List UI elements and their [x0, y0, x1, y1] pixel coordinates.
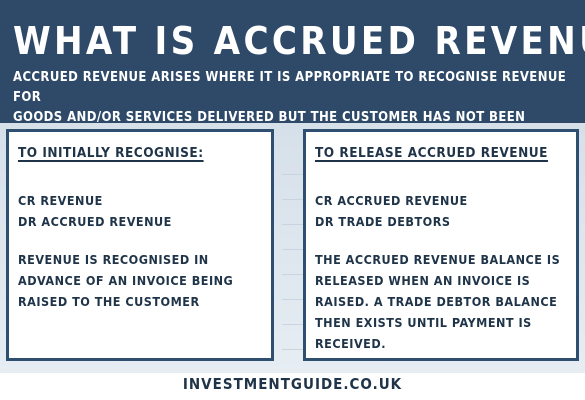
- initial-recognition-heading: To initially recognise:: [18, 145, 204, 161]
- release-heading: To release accrued revenue: [315, 145, 548, 161]
- initial-recognition-note: Revenue is recognised in advance of an i…: [18, 252, 234, 309]
- page-subtitle: Accrued revenue arises where it is appro…: [13, 70, 567, 145]
- initial-recognition-panel: To initially recognise: CR Revenue DR Ac…: [6, 129, 274, 361]
- journal-entry-debit: DR Trade Debtors: [315, 214, 451, 229]
- header-banner: What is Accrued Revenue? Accrued revenue…: [0, 0, 585, 145]
- journal-entry-credit: CR Accrued Revenue: [315, 193, 468, 208]
- release-panel: To release accrued revenue CR Accrued Re…: [303, 129, 579, 361]
- footer: investmentguide.co.uk: [0, 373, 585, 400]
- panel-connector-decoration: [282, 150, 304, 360]
- journal-entry-credit: CR Revenue: [18, 193, 103, 208]
- initial-recognition-entries: CR Revenue DR Accrued Revenue: [18, 190, 172, 232]
- release-entries: CR Accrued Revenue DR Trade Debtors: [315, 190, 468, 232]
- release-note: The accrued revenue balance is released …: [315, 252, 561, 351]
- journal-entry-debit: DR Accrued Revenue: [18, 214, 172, 229]
- site-url[interactable]: investmentguide.co.uk: [182, 375, 403, 393]
- page-title: What is Accrued Revenue?: [13, 19, 585, 63]
